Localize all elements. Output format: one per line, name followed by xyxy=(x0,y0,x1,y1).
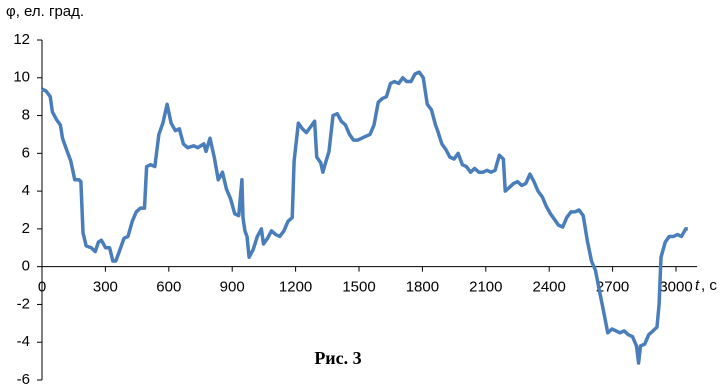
x-tick-label: 300 xyxy=(93,279,118,296)
x-tick-label: 600 xyxy=(156,279,181,296)
y-tick-label: 6 xyxy=(22,144,30,161)
x-tick-label: 3000 xyxy=(659,279,692,296)
y-tick-label: 8 xyxy=(22,107,30,124)
x-tick-label: 2400 xyxy=(533,279,566,296)
x-tick-label: 1200 xyxy=(279,279,312,296)
y-tick-label: -6 xyxy=(17,371,30,385)
x-axis-label-unit: , с xyxy=(701,277,717,294)
x-tick-label: 1500 xyxy=(342,279,375,296)
y-tick-label: -2 xyxy=(17,295,30,312)
data-line xyxy=(41,70,688,365)
x-tick-label: 2100 xyxy=(469,279,502,296)
y-tick-label: -4 xyxy=(17,333,30,350)
x-tick-label: 1800 xyxy=(406,279,439,296)
y-axis-label: φ, ел. град. xyxy=(6,3,84,20)
y-tick-label: 2 xyxy=(22,220,30,237)
x-tick-label: 900 xyxy=(220,279,245,296)
y-tick-label: 0 xyxy=(22,258,30,275)
x-axis-label-symbol: t xyxy=(695,277,700,294)
y-tick-label: 4 xyxy=(22,182,30,199)
x-tick-label: 2700 xyxy=(596,279,629,296)
y-tick-label: 12 xyxy=(13,31,30,48)
x-tick-label: 0 xyxy=(38,279,46,296)
y-tick-label: 10 xyxy=(13,69,30,86)
caption: Рис. 3 xyxy=(314,348,361,368)
